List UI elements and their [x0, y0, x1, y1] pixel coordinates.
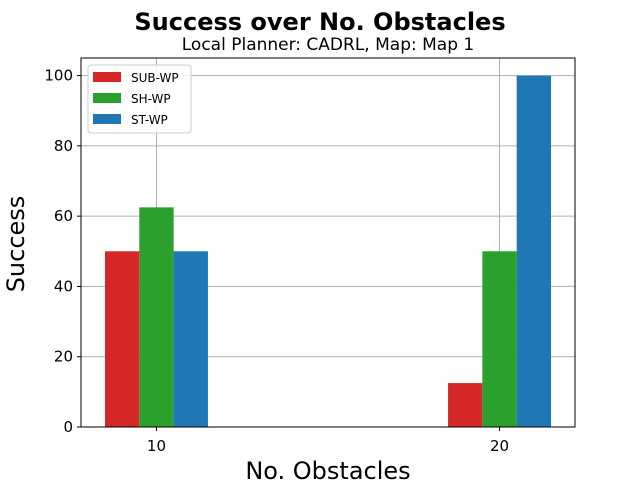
bar-sh-wp — [139, 207, 174, 427]
legend: SUB-WP SH-WP ST-WP — [87, 64, 192, 134]
legend-label: SH-WP — [131, 92, 171, 106]
y-tick-label: 80 — [54, 137, 73, 155]
y-tick-label: 60 — [54, 207, 73, 225]
y-axis-label: Success — [2, 196, 30, 293]
bar-sub-wp — [105, 251, 140, 427]
bar-sub-wp — [448, 383, 483, 427]
y-tick-label: 20 — [54, 348, 73, 366]
x-tick-label: 10 — [147, 437, 166, 455]
y-tick-label: 100 — [44, 67, 73, 85]
legend-label: ST-WP — [131, 113, 168, 127]
bar-st-wp — [173, 251, 208, 427]
bar-st-wp — [516, 75, 551, 428]
x-axis-label: No. Obstacles — [245, 457, 410, 480]
legend-swatch — [93, 114, 121, 124]
axis-ticks: 0 20 40 60 80 100 10 20 — [44, 67, 509, 455]
plot-area-frame — [80, 57, 576, 428]
x-tick-label: 20 — [490, 437, 509, 455]
legend-swatch — [93, 72, 121, 82]
chart-title: Success over No. Obstacles — [134, 8, 505, 36]
y-tick-label: 0 — [63, 418, 73, 436]
legend-swatch — [93, 93, 121, 103]
chart-subtitle: Local Planner: CADRL, Map: Map 1 — [182, 35, 474, 55]
legend-label: SUB-WP — [131, 71, 179, 85]
y-tick-label: 40 — [54, 277, 73, 295]
bars — [105, 75, 551, 428]
bar-sh-wp — [482, 251, 517, 427]
